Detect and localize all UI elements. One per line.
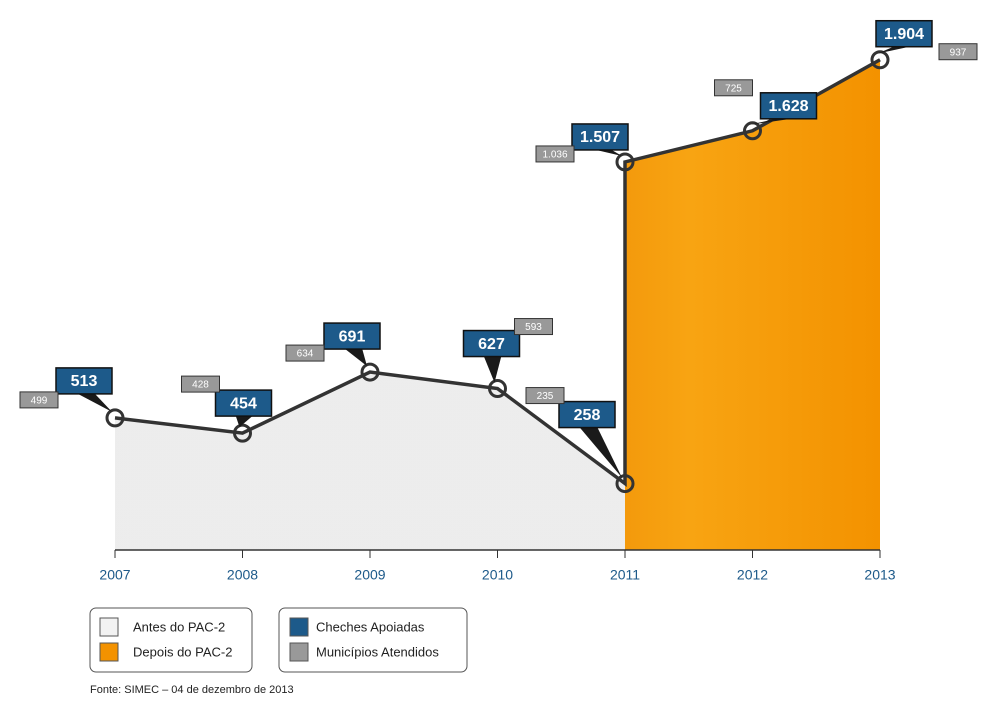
value-label: 937 <box>950 47 967 58</box>
value-box <box>514 318 553 336</box>
value-label: 258 <box>574 407 601 424</box>
marker <box>488 379 507 399</box>
x-tick-label: 2007 <box>99 567 130 583</box>
legend-swatch <box>99 617 119 637</box>
pointer <box>579 426 622 478</box>
value-box <box>19 391 59 409</box>
line <box>114 58 881 488</box>
legend-label: Cheches Apoiadas <box>316 619 425 634</box>
pointer <box>76 392 112 412</box>
marker <box>360 362 380 382</box>
value-box <box>214 389 273 417</box>
value-label: 428 <box>192 380 209 391</box>
x-tick-label: 2013 <box>864 567 895 583</box>
legend-label: Depois do PAC-2 <box>133 644 232 659</box>
marker <box>870 50 890 70</box>
pointer <box>877 45 914 54</box>
marker <box>743 121 762 141</box>
legend-swatch <box>289 642 309 662</box>
value-box <box>323 322 381 350</box>
value-label: 499 <box>31 396 48 407</box>
value-label: 1.507 <box>580 129 620 146</box>
legend-box <box>89 607 253 673</box>
value-box <box>525 387 565 405</box>
value-label: 627 <box>478 336 505 353</box>
period-area <box>115 161 625 550</box>
legend-swatch <box>289 617 309 637</box>
period-area <box>625 59 880 550</box>
pointer <box>483 355 502 383</box>
x-tick-label: 2010 <box>482 567 513 583</box>
value-box <box>285 344 325 362</box>
value-label: 634 <box>297 349 314 360</box>
value-box <box>181 375 220 393</box>
value-box <box>535 145 575 163</box>
x-tick-label: 2008 <box>227 567 258 583</box>
value-box <box>55 367 113 395</box>
value-label: 725 <box>725 83 742 94</box>
value-label: 454 <box>230 395 257 412</box>
value-box <box>571 123 629 151</box>
marker <box>233 423 252 443</box>
pointer <box>235 415 254 428</box>
pointer <box>344 348 367 367</box>
value-label: 1.628 <box>768 98 808 115</box>
value-box <box>759 92 818 120</box>
value-label: 513 <box>71 373 98 390</box>
value-box <box>875 19 933 48</box>
source: Fonte: SIMEC – 04 de dezembro de 2013 <box>90 684 294 696</box>
x-tick-label: 2009 <box>354 567 385 583</box>
x-tick-label: 2012 <box>737 567 768 583</box>
value-label: 235 <box>537 391 554 402</box>
value-label: 1.904 <box>884 26 924 43</box>
value-box <box>938 43 978 61</box>
value-label: 691 <box>339 328 366 345</box>
value-label: 593 <box>525 322 542 333</box>
value-box <box>714 79 753 97</box>
legend-box <box>278 607 468 673</box>
value-box <box>462 329 521 358</box>
legend-swatch <box>99 642 119 662</box>
legend-label: Antes do PAC-2 <box>133 619 225 634</box>
x-tick-label: 2011 <box>610 567 640 583</box>
marker <box>615 152 635 172</box>
marker <box>615 474 635 494</box>
value-label: 1.036 <box>542 150 567 161</box>
value-box <box>558 400 616 429</box>
legend-label: Municípios Atendidos <box>316 644 439 659</box>
marker <box>105 408 125 428</box>
